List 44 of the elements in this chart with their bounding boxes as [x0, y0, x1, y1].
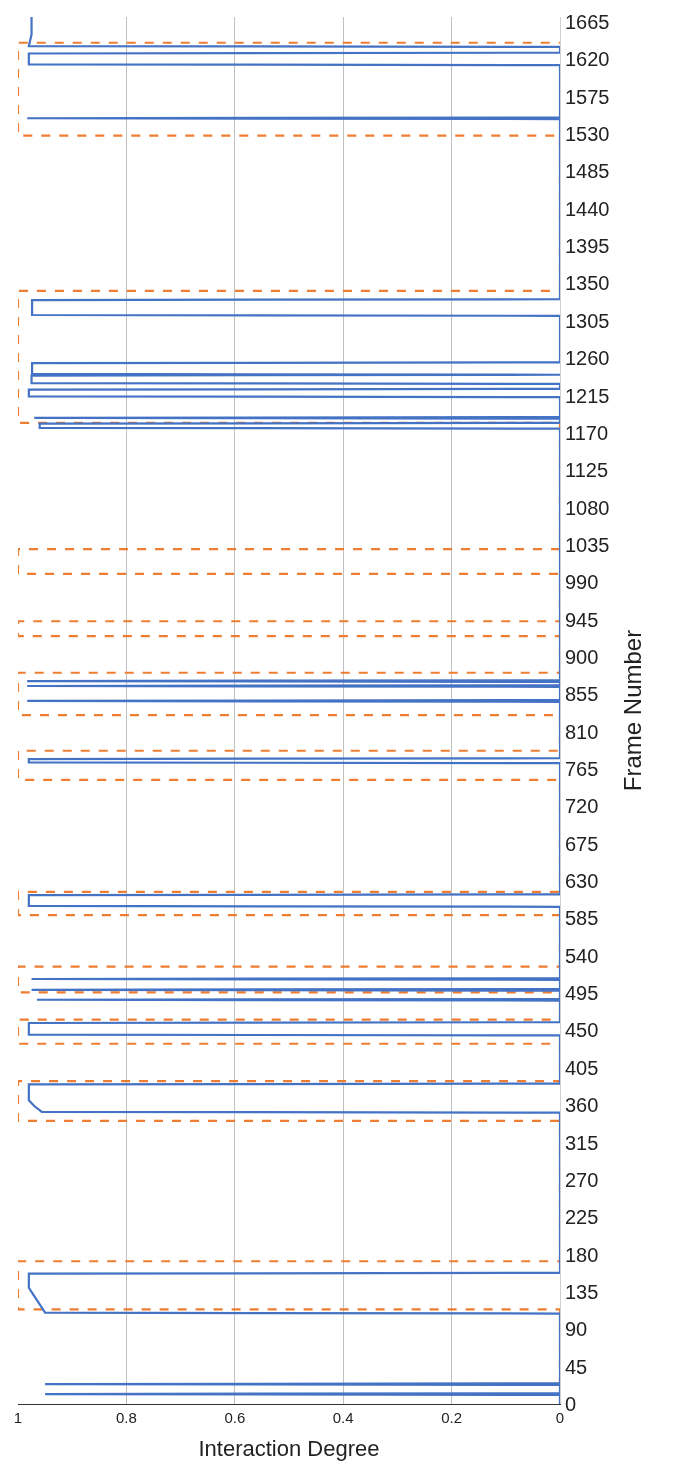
y-tick-label: 1620 [565, 48, 610, 71]
y-tick-label: 1035 [565, 533, 610, 556]
y-tick-label: 225 [565, 1206, 599, 1229]
y-tick-label: 180 [565, 1243, 599, 1266]
y-tick-label: 450 [565, 1019, 599, 1042]
y-tick-label: 135 [565, 1280, 599, 1303]
x-tick-label: 0.4 [332, 1409, 354, 1426]
y-tick-label: 1305 [565, 309, 610, 332]
y-tick-label: 1440 [565, 197, 610, 220]
y-tick-label: 405 [565, 1056, 599, 1079]
y-tick-label: 1170 [565, 421, 609, 444]
y-tick-label: 1080 [565, 496, 610, 519]
y-tick-label: 45 [565, 1355, 588, 1378]
y-tick-label: 675 [565, 832, 599, 855]
y-tick-label: 855 [565, 683, 599, 706]
y-tick-label: 1395 [565, 235, 610, 258]
y-tick-label: 810 [565, 720, 599, 743]
y-tick-label: 900 [565, 645, 599, 668]
y-tick-label: 90 [565, 1318, 588, 1341]
y-tick-label: 720 [565, 795, 599, 818]
y-tick-label: 1530 [565, 123, 610, 146]
y-tick-label: 270 [565, 1168, 599, 1191]
y-tick-label: 990 [565, 571, 599, 594]
y-tick-label: 1260 [565, 347, 610, 370]
y-tick-label: 315 [565, 1131, 599, 1154]
y-tick-label: 945 [565, 608, 599, 631]
y-tick-label: 1575 [565, 85, 610, 108]
x-tick-label: 1 [13, 1409, 23, 1426]
y-axis-title: Frame Number [618, 629, 646, 792]
y-tick-label: 495 [565, 982, 599, 1005]
y-tick-label: 1350 [565, 272, 610, 295]
y-tick-label: 765 [565, 758, 599, 781]
y-tick-label: 360 [565, 1094, 599, 1117]
x-axis-title: Interaction Degree [198, 1435, 380, 1461]
y-tick-label: 1125 [565, 459, 609, 482]
x-tick-label: 0.8 [115, 1409, 137, 1426]
y-tick-label: 1215 [565, 384, 610, 407]
x-tick-label: 0.6 [224, 1409, 246, 1426]
y-tick-label: 1665 [565, 10, 610, 33]
y-tick-label: 585 [565, 907, 599, 930]
y-tick-label: 540 [565, 944, 599, 967]
y-tick-label: 630 [565, 870, 599, 893]
x-tick-label: 0.2 [441, 1409, 463, 1426]
y-tick-label: 1485 [565, 160, 610, 183]
